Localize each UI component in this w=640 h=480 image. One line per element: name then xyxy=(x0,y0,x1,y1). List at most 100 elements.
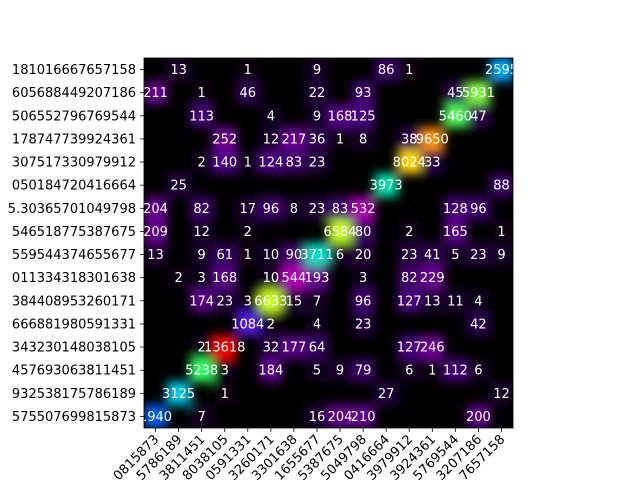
cell-value-label: 16 xyxy=(309,410,326,425)
heatmap-cell xyxy=(190,404,214,428)
cell-value-label: 96 xyxy=(355,294,372,309)
cell-value-label: 13 xyxy=(170,63,187,78)
cell-value-label: 113 xyxy=(189,109,214,124)
cell-value-label: 5238 xyxy=(185,364,218,379)
cell-value-label: 1 xyxy=(428,364,436,379)
heatmap-cell xyxy=(190,219,214,243)
heatmap-cell xyxy=(259,335,283,359)
heatmap-cell xyxy=(420,335,444,359)
cell-value-label: 11 xyxy=(447,294,464,309)
heatmap-cell xyxy=(167,173,191,197)
y-tick-label: 546518775387675 xyxy=(12,225,136,240)
heatmap-cell xyxy=(397,243,421,267)
cell-value-label: 13618 xyxy=(204,341,245,356)
cell-value-label: 5 xyxy=(451,248,459,263)
heatmap-cell xyxy=(328,196,352,220)
heatmap-cell xyxy=(305,312,329,336)
heatmap-cell xyxy=(328,404,352,428)
cell-value-label: 9 xyxy=(313,63,321,78)
cell-value-label: 2 xyxy=(198,341,206,356)
heatmap-cell xyxy=(328,243,352,267)
heatmap-cell xyxy=(190,266,214,290)
heatmap-cell xyxy=(305,196,329,220)
cell-value-label: 13 xyxy=(424,294,441,309)
heatmap-cell xyxy=(167,58,191,82)
cell-value-label: 210 xyxy=(351,410,376,425)
heatmap-cell xyxy=(213,150,237,174)
cell-value-label: 177 xyxy=(281,341,306,356)
cell-value-label: 1 xyxy=(221,387,229,402)
heatmap-cell xyxy=(397,150,421,174)
heatmap-cell xyxy=(167,266,191,290)
heatmap-cell xyxy=(282,150,306,174)
heatmap-cell xyxy=(351,81,375,105)
heatmap-cell xyxy=(328,104,352,128)
y-tick-label: 559544374655677 xyxy=(12,248,136,263)
cell-value-label: 5 xyxy=(313,364,321,379)
cell-value-label: 9650 xyxy=(416,132,449,147)
cell-value-label: 174 xyxy=(189,294,214,309)
heatmap-cell xyxy=(397,335,421,359)
heatmap-cell xyxy=(190,196,214,220)
heatmap-cell xyxy=(259,266,283,290)
heatmap-cell xyxy=(351,404,375,428)
cell-value-label: 125 xyxy=(351,109,376,124)
heatmap-cell xyxy=(466,243,490,267)
heatmap-cell xyxy=(236,58,260,82)
heatmap-cell xyxy=(397,127,421,151)
y-tick-label: 307517330979912 xyxy=(12,156,136,171)
cell-value-label: 532 xyxy=(351,202,376,217)
cell-value-label: 9 xyxy=(336,364,344,379)
y-tick-label: 011334318301638 xyxy=(12,271,136,286)
cell-value-label: 23 xyxy=(401,248,418,263)
heatmap-cell xyxy=(489,381,513,405)
plot-frame xyxy=(143,57,514,429)
cell-value-label: 5931 xyxy=(462,86,495,101)
cell-value-label: 83 xyxy=(286,156,303,171)
y-tick-label: 343230148038105 xyxy=(12,341,136,356)
cell-value-label: 2 xyxy=(405,225,413,240)
cell-value-label: 211 xyxy=(143,86,168,101)
heatmap-cell xyxy=(443,219,467,243)
cell-value-label: 6 xyxy=(474,364,482,379)
heatmap-cell xyxy=(328,358,352,382)
heatmap-cell xyxy=(259,289,283,313)
cell-value-label: 1 xyxy=(244,63,252,78)
cell-value-label: 12 xyxy=(263,132,280,147)
cell-value-label: 82 xyxy=(401,271,418,286)
heatmap-cell xyxy=(351,312,375,336)
heatmap-cell xyxy=(466,312,490,336)
cell-value-label: 20 xyxy=(355,248,372,263)
cell-value-label: 8 xyxy=(290,202,298,217)
cell-value-label: 217 xyxy=(281,132,306,147)
cell-value-label: 4 xyxy=(474,294,482,309)
heatmap-cell xyxy=(144,243,168,267)
cell-value-label: 23 xyxy=(355,317,372,332)
heatmap-cell xyxy=(282,243,306,267)
y-tick-label: 181016667657158 xyxy=(12,63,136,78)
cell-value-label: 6 xyxy=(336,248,344,263)
heatmap-cell xyxy=(282,266,306,290)
cell-value-label: 544 xyxy=(281,271,306,286)
cell-value-label: 7 xyxy=(313,294,321,309)
cell-value-label: 86 xyxy=(378,63,395,78)
heatmap-cells xyxy=(144,58,513,428)
y-tick-label: 605688449207186 xyxy=(12,86,136,101)
heatmap-cell xyxy=(351,289,375,313)
cell-value-label: 2 xyxy=(174,271,182,286)
heatmap-cell xyxy=(259,150,283,174)
cell-value-label: 27 xyxy=(378,387,395,402)
y-axis: 181016667657158 605688449207186 5065527967… xyxy=(8,63,144,425)
heatmap-cell xyxy=(397,266,421,290)
x-axis: 0815873578618938114518038105059133132601… xyxy=(111,428,508,480)
heatmap-cell xyxy=(305,289,329,313)
cell-value-label: 229 xyxy=(420,271,445,286)
heatmap-cell xyxy=(305,243,329,267)
heatmap-cell xyxy=(305,335,329,359)
cell-value-label: 2 xyxy=(267,317,275,332)
heatmap-cell xyxy=(305,127,329,151)
cell-value-label: 46 xyxy=(240,86,257,101)
cell-value-label: 3125 xyxy=(162,387,195,402)
cell-value-label: 23 xyxy=(309,156,326,171)
